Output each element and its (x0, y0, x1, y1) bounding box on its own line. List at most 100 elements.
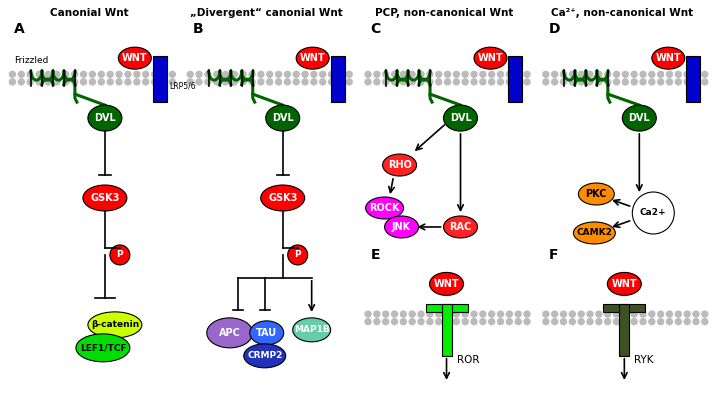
Text: DVL: DVL (272, 113, 293, 123)
Circle shape (365, 71, 372, 78)
Bar (426, 304, 468, 312)
Circle shape (506, 71, 513, 78)
Circle shape (382, 78, 389, 85)
Circle shape (542, 318, 550, 325)
Circle shape (288, 245, 308, 265)
Circle shape (257, 78, 265, 85)
Circle shape (639, 310, 646, 318)
Circle shape (310, 78, 318, 85)
Circle shape (399, 318, 407, 325)
Circle shape (604, 310, 612, 318)
Circle shape (461, 310, 469, 318)
Bar (619, 304, 629, 356)
Circle shape (283, 71, 291, 78)
Circle shape (98, 78, 105, 85)
Circle shape (613, 78, 620, 85)
Circle shape (577, 310, 585, 318)
Circle shape (515, 318, 522, 325)
Text: LEF1/TCF: LEF1/TCF (80, 343, 126, 352)
Circle shape (604, 78, 612, 85)
Circle shape (666, 71, 673, 78)
Circle shape (701, 71, 708, 78)
Ellipse shape (206, 318, 253, 348)
Circle shape (444, 71, 451, 78)
Circle shape (266, 78, 273, 85)
Circle shape (231, 78, 238, 85)
Circle shape (107, 78, 114, 85)
Circle shape (622, 310, 629, 318)
Ellipse shape (444, 105, 478, 131)
Circle shape (435, 310, 442, 318)
Text: MAP1B: MAP1B (294, 325, 330, 334)
Circle shape (453, 71, 460, 78)
Circle shape (639, 318, 646, 325)
Circle shape (479, 71, 486, 78)
Circle shape (169, 71, 176, 78)
Circle shape (36, 71, 43, 78)
Circle shape (9, 78, 16, 85)
Circle shape (293, 78, 300, 85)
Circle shape (666, 78, 673, 85)
Text: GSK3: GSK3 (90, 193, 120, 203)
Ellipse shape (266, 105, 300, 131)
Circle shape (613, 71, 620, 78)
Text: „Divergent“ canonial Wnt: „Divergent“ canonial Wnt (190, 8, 343, 18)
Circle shape (373, 310, 380, 318)
Bar (153, 56, 167, 102)
Text: P: P (117, 250, 123, 260)
Circle shape (631, 310, 638, 318)
Text: TAU: TAU (256, 328, 277, 338)
Circle shape (453, 318, 460, 325)
Circle shape (479, 318, 486, 325)
Circle shape (435, 71, 442, 78)
Circle shape (426, 310, 434, 318)
Circle shape (89, 78, 96, 85)
Circle shape (391, 71, 398, 78)
Text: A: A (14, 22, 25, 36)
Circle shape (248, 78, 256, 85)
Circle shape (319, 78, 326, 85)
Circle shape (435, 78, 442, 85)
Circle shape (417, 310, 425, 318)
Circle shape (569, 310, 576, 318)
Ellipse shape (429, 272, 464, 295)
Circle shape (497, 78, 504, 85)
Text: WNT: WNT (478, 53, 503, 63)
Circle shape (399, 310, 407, 318)
Circle shape (115, 71, 122, 78)
Circle shape (675, 71, 682, 78)
Circle shape (204, 71, 211, 78)
Ellipse shape (578, 183, 614, 205)
Circle shape (365, 310, 372, 318)
Circle shape (328, 78, 335, 85)
Circle shape (648, 310, 656, 318)
Text: D: D (548, 22, 560, 36)
Circle shape (560, 71, 567, 78)
Circle shape (577, 318, 585, 325)
Circle shape (239, 71, 247, 78)
Circle shape (328, 71, 335, 78)
Circle shape (417, 71, 425, 78)
Bar (508, 56, 523, 102)
Circle shape (53, 71, 61, 78)
Circle shape (560, 318, 567, 325)
Circle shape (142, 78, 150, 85)
Text: LRP5/6: LRP5/6 (169, 82, 196, 91)
Text: RYK: RYK (634, 355, 654, 365)
Circle shape (515, 310, 522, 318)
Circle shape (471, 71, 478, 78)
Circle shape (44, 78, 52, 85)
Ellipse shape (88, 105, 122, 131)
Circle shape (632, 192, 674, 234)
Circle shape (586, 310, 594, 318)
Circle shape (523, 78, 530, 85)
Text: WNT: WNT (300, 53, 325, 63)
Circle shape (71, 78, 78, 85)
Ellipse shape (296, 47, 329, 69)
Circle shape (283, 78, 291, 85)
Circle shape (444, 318, 451, 325)
Text: DVL: DVL (629, 113, 650, 123)
Circle shape (169, 78, 176, 85)
Circle shape (471, 318, 478, 325)
Circle shape (622, 318, 629, 325)
